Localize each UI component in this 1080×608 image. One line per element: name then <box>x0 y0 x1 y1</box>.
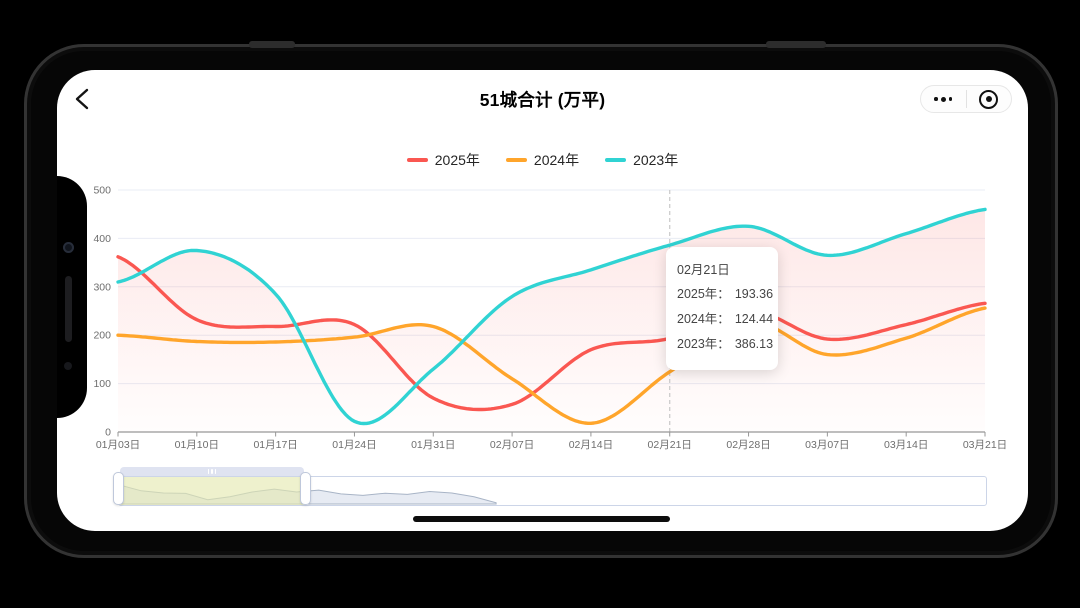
chart-legend: 2025年 2024年 2023年 <box>57 150 1028 170</box>
x-tick-label: 02月28日 <box>726 439 770 451</box>
series-line-2025年 <box>116 255 987 412</box>
x-tick-label: 01月03日 <box>96 439 140 451</box>
home-indicator[interactable] <box>413 516 670 522</box>
series-line-2023年 <box>116 207 987 426</box>
legend-label: 2025年 <box>434 152 480 168</box>
slider-handle-right[interactable] <box>300 472 312 505</box>
y-tick-label: 0 <box>105 427 111 439</box>
slider-handle-left[interactable] <box>112 472 124 505</box>
y-tick-label: 200 <box>93 330 111 342</box>
target-icon <box>979 89 999 109</box>
more-dots-icon <box>948 97 953 101</box>
exit-button[interactable] <box>967 86 1012 112</box>
camera-notch <box>57 176 87 418</box>
miniprogram-capsule <box>920 85 1012 113</box>
line-swatch-icon <box>406 158 428 162</box>
x-tick-label: 01月17日 <box>253 439 297 451</box>
legend-item-2025[interactable]: 2025年 <box>406 150 480 170</box>
capsule-divider <box>965 90 967 108</box>
more-dots-icon <box>934 97 938 101</box>
chart-tooltip: 02月21日 2025年： 193.36 2024年： 124.44 2023年： 3… <box>666 247 778 370</box>
tooltip-row: 2024年： 124.44 <box>677 312 774 326</box>
tooltip-row: 2025年： 193.36 <box>677 287 774 301</box>
screen: 51城合计 (万平) 2025年 <box>57 70 1028 531</box>
y-tick-label: 500 <box>93 185 111 197</box>
legend-item-2024[interactable]: 2024年 <box>505 150 580 170</box>
more-dots-icon <box>940 96 946 102</box>
nav-bar: 51城合计 (万平) <box>57 70 1028 128</box>
sensor-icon <box>64 362 72 370</box>
volume-button <box>249 41 295 48</box>
series-line-2024年 <box>116 306 987 425</box>
grip-icon <box>214 469 217 474</box>
x-tick-label: 03月14日 <box>884 439 928 451</box>
camera-icon <box>63 242 74 253</box>
y-tick-label: 300 <box>93 281 111 293</box>
tooltip-row: 2023年： 386.13 <box>677 337 774 351</box>
x-tick-label: 01月24日 <box>332 439 376 451</box>
tooltip-date: 02月21日 <box>677 263 730 277</box>
speaker-icon <box>65 276 72 342</box>
y-axis: 0 100 200 300 400 500 <box>93 185 111 439</box>
slider-drag-bar[interactable] <box>120 467 304 476</box>
y-tick-label: 100 <box>93 378 111 390</box>
x-tick-label: 02月07日 <box>490 439 534 451</box>
legend-item-2023[interactable]: 2023年 <box>605 150 678 170</box>
x-tick-label: 03月07日 <box>805 439 849 451</box>
grip-icon <box>211 469 213 474</box>
back-button[interactable] <box>71 86 97 112</box>
grip-icon <box>207 469 210 474</box>
slider-selection[interactable] <box>119 477 307 505</box>
phone-frame: 51城合计 (万平) 2025年 <box>24 41 1058 558</box>
x-tick-label: 03月21日 <box>963 439 1007 451</box>
datazoom-slider <box>112 466 987 510</box>
line-swatch-icon <box>605 158 627 162</box>
line-swatch-icon <box>505 158 527 162</box>
chevron-left-icon <box>75 88 89 110</box>
area-fill <box>118 209 985 432</box>
legend-label: 2023年 <box>633 152 679 168</box>
x-tick-label: 01月10日 <box>175 439 219 451</box>
x-tick-label: 02月21日 <box>648 439 692 451</box>
line-chart[interactable]: 01月03日 01月10日 01月17日 01月24日 01月31日 02月07日 02月1… <box>57 166 1028 466</box>
more-button[interactable] <box>921 86 966 112</box>
page-title: 51城合计 (万平) <box>479 90 606 110</box>
x-tick-label: 02月14日 <box>569 439 613 451</box>
x-tick-label: 01月31日 <box>411 439 455 451</box>
legend-label: 2024年 <box>533 152 580 168</box>
slider-track[interactable] <box>118 476 987 506</box>
power-button <box>766 41 826 48</box>
x-axis: 01月03日 01月10日 01月17日 01月24日 01月31日 02月07日 02月1… <box>96 431 1007 451</box>
y-tick-label: 400 <box>93 233 111 245</box>
